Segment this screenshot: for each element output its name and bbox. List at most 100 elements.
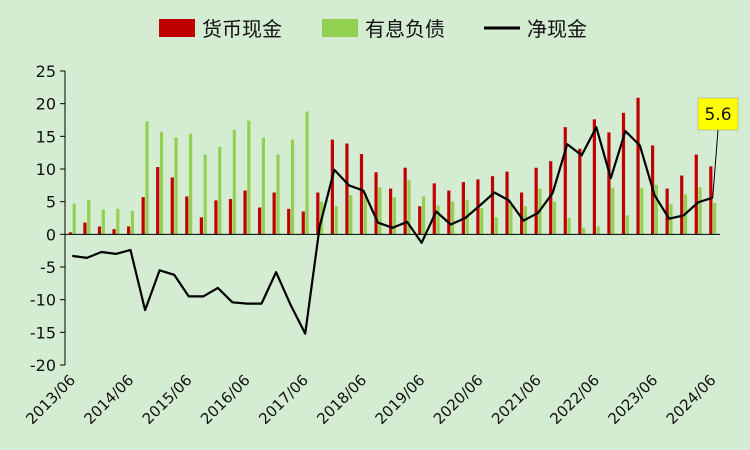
y-tick-label: 25 bbox=[36, 62, 56, 81]
bar-cash bbox=[418, 206, 422, 235]
x-tick-label: 2018/06 bbox=[313, 371, 370, 428]
bar-debt bbox=[625, 215, 629, 235]
bar-cash bbox=[709, 166, 713, 235]
annotation-label: 5.6 bbox=[704, 105, 731, 125]
bar-debt bbox=[713, 202, 717, 235]
bar-cash bbox=[505, 171, 509, 235]
bar-cash bbox=[68, 232, 72, 235]
legend-label-debt: 有息负债 bbox=[365, 17, 445, 41]
bar-cash bbox=[534, 167, 538, 235]
bar-cash bbox=[403, 167, 407, 235]
bar-cash bbox=[665, 188, 669, 235]
bar-cash bbox=[97, 226, 102, 235]
annotation-box bbox=[697, 97, 739, 131]
y-tick-label: -15 bbox=[30, 323, 56, 342]
bar-debt bbox=[247, 120, 251, 235]
bar-cash bbox=[141, 197, 145, 235]
bar-debt bbox=[654, 184, 659, 235]
bar-cash bbox=[549, 161, 553, 235]
x-tick-label: 2016/06 bbox=[197, 371, 254, 428]
y-tick-label: -10 bbox=[30, 291, 56, 310]
x-axis: 2013/06 2014/06 2015/06 2016/06 2017/06 2018/… bbox=[22, 233, 720, 428]
bar-cash bbox=[490, 176, 495, 235]
bar-debt bbox=[480, 208, 484, 235]
net-cash-line bbox=[72, 126, 714, 335]
x-tick-label: 2019/06 bbox=[372, 371, 429, 428]
y-axis: 25 20 15 10 5 0 -5 -10 -15 -20 bbox=[30, 62, 66, 375]
bar-debt bbox=[596, 226, 600, 235]
bar-debt bbox=[363, 193, 367, 235]
bar-cash bbox=[199, 217, 203, 235]
bar-debt bbox=[189, 133, 193, 235]
net-cash-line-layer bbox=[72, 126, 714, 335]
bar-cash bbox=[83, 222, 87, 235]
bar-debt bbox=[611, 187, 615, 235]
bar-debt bbox=[261, 137, 266, 235]
bar-debt bbox=[494, 217, 498, 235]
annotation-leader bbox=[712, 129, 719, 198]
bar-cash bbox=[170, 177, 174, 235]
bar-cash bbox=[432, 183, 436, 235]
legend-swatch-cash bbox=[159, 19, 195, 37]
bar-cash bbox=[680, 175, 684, 235]
bar-debt bbox=[582, 227, 586, 235]
bar-cash bbox=[359, 153, 364, 235]
x-tick-label: 2021/06 bbox=[488, 371, 545, 428]
bar-debt bbox=[101, 209, 105, 235]
bar-cash bbox=[447, 190, 451, 235]
bar-cash bbox=[316, 192, 320, 235]
bar-cash bbox=[243, 190, 247, 235]
bar-cash bbox=[185, 196, 189, 235]
y-tick-label: 10 bbox=[36, 160, 56, 179]
bar-debt bbox=[698, 187, 702, 235]
bar-debt bbox=[451, 201, 455, 235]
bar-cash bbox=[112, 229, 116, 235]
bar-debt bbox=[174, 137, 178, 235]
bar-debt bbox=[72, 203, 76, 235]
bar-cash bbox=[519, 192, 524, 235]
bar-debt bbox=[232, 129, 236, 235]
bar-cash bbox=[301, 211, 305, 235]
bar-cash bbox=[592, 119, 596, 235]
bar-debt bbox=[567, 218, 571, 235]
bar-debt bbox=[87, 199, 91, 235]
bar-debt bbox=[130, 210, 135, 235]
bar-cash bbox=[330, 139, 334, 235]
x-tick-label: 2020/06 bbox=[430, 371, 487, 428]
x-tick-label: 2013/06 bbox=[22, 371, 79, 428]
bar-cash bbox=[156, 167, 160, 235]
bar-debt bbox=[407, 180, 411, 235]
bar-cash bbox=[126, 226, 131, 235]
y-tick-label: 0 bbox=[46, 225, 56, 244]
x-tick-label: 2014/06 bbox=[81, 371, 138, 428]
bars bbox=[68, 97, 717, 235]
bar-cash bbox=[345, 143, 349, 235]
x-tick-label: 2023/06 bbox=[605, 371, 662, 428]
bar-debt bbox=[640, 187, 644, 235]
bar-cash bbox=[607, 132, 611, 235]
bar-cash bbox=[578, 148, 582, 235]
legend: 货币现金 有息负债 净现金 bbox=[159, 17, 587, 41]
bar-debt bbox=[421, 196, 426, 235]
y-tick-label: -5 bbox=[40, 258, 56, 277]
x-tick-label: 2024/06 bbox=[663, 371, 720, 428]
bar-debt bbox=[552, 201, 557, 235]
bar-cash bbox=[214, 200, 218, 235]
bar-debt bbox=[203, 154, 207, 235]
bar-debt bbox=[218, 146, 222, 235]
bar-cash bbox=[563, 127, 567, 235]
bar-cash bbox=[374, 172, 378, 235]
bar-debt bbox=[116, 208, 120, 235]
bar-debt bbox=[509, 204, 513, 235]
bar-debt bbox=[392, 197, 397, 235]
bar-debt bbox=[436, 205, 440, 235]
bar-debt bbox=[290, 139, 295, 235]
bar-cash bbox=[287, 208, 291, 235]
x-tick-label: 2017/06 bbox=[255, 371, 312, 428]
bar-debt bbox=[159, 131, 164, 235]
bar-cash bbox=[636, 97, 640, 235]
legend-swatch-debt bbox=[322, 19, 358, 37]
legend-label-cash: 货币现金 bbox=[202, 17, 282, 41]
y-tick-label: 20 bbox=[36, 95, 56, 114]
annotation: 5.6 bbox=[697, 97, 739, 198]
